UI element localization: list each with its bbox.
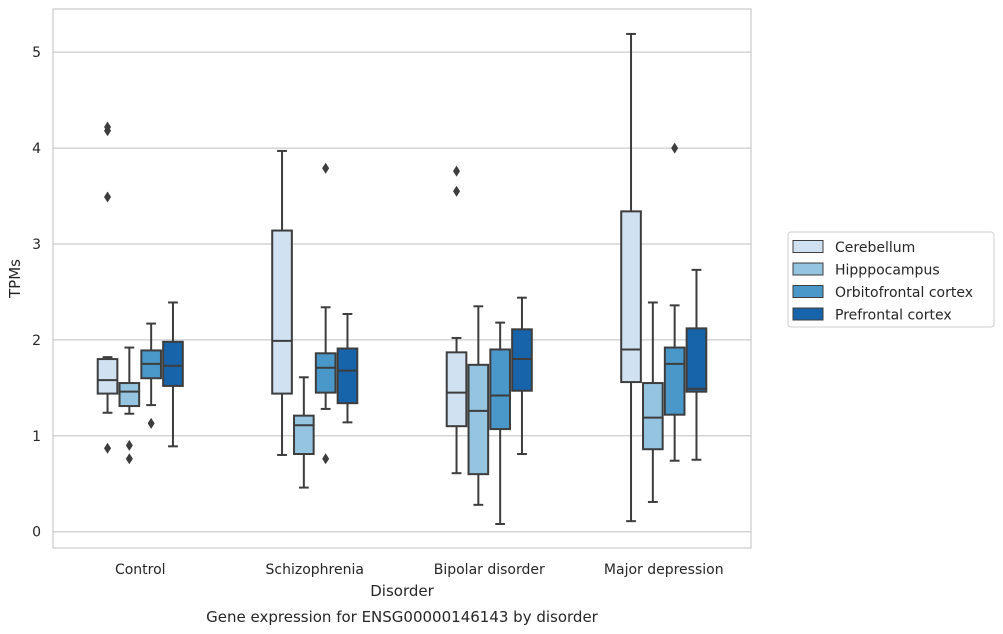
outlier-point — [453, 165, 461, 177]
outlier-point — [671, 142, 679, 154]
outlier-point — [147, 417, 155, 429]
plot-frame — [52, 8, 752, 549]
outlier-point — [125, 439, 133, 451]
box — [663, 346, 686, 416]
outlier-point — [125, 453, 133, 465]
legend-item: Cerebellum — [792, 240, 915, 256]
x-tick-label: Bipolar disorder — [434, 562, 545, 578]
box — [445, 351, 468, 428]
x-tick-label: Major depression — [604, 562, 724, 578]
y-tick-label: 5 — [32, 45, 41, 61]
box — [293, 414, 315, 456]
grid-lines — [53, 51, 751, 533]
x-tick-label: Control — [115, 562, 166, 578]
y-tick-label: 2 — [32, 333, 41, 349]
legend-swatch — [792, 285, 824, 298]
box — [489, 348, 511, 431]
legend-label: Hipppocampus — [835, 263, 940, 279]
legend: Cerebellum Hipppocampus Orbitofrontal cort… — [787, 231, 995, 328]
outlier-point — [104, 191, 112, 203]
y-tick-label: 4 — [32, 141, 41, 157]
outlier-point — [453, 185, 461, 197]
box — [162, 340, 184, 387]
outlier-point — [322, 453, 330, 465]
y-tick-label: 0 — [32, 525, 41, 541]
y-tick-label: 3 — [32, 237, 41, 253]
y-axis-label: TPMs — [6, 259, 24, 299]
outlier-point — [104, 442, 112, 454]
legend-swatch — [792, 262, 824, 276]
series-cerebellum — [96, 32, 642, 523]
legend-item: Hipppocampus — [792, 262, 940, 279]
box — [642, 382, 664, 451]
box — [118, 382, 141, 408]
outlier-point — [322, 162, 330, 174]
series-prefrontal-cortex — [162, 268, 708, 461]
axis-ticks: 0 1 2 3 4 5 Control Schizophrenia Bipolar disord… — [32, 45, 724, 578]
legend-frame — [787, 231, 995, 328]
box — [96, 358, 119, 395]
outlier-point — [104, 121, 112, 133]
legend-label: Cerebellum — [835, 240, 915, 256]
legend-swatch — [792, 240, 824, 253]
box-series — [96, 32, 708, 526]
legend-swatch — [792, 307, 824, 321]
box — [685, 327, 708, 393]
box — [467, 363, 490, 476]
legend-item: Prefrontal cortex — [792, 307, 952, 324]
box — [314, 352, 337, 394]
x-tick-label: Schizophrenia — [266, 562, 364, 578]
chart-caption: Gene expression for ENSG00000146143 by d… — [206, 608, 599, 626]
legend-label: Prefrontal cortex — [835, 308, 952, 324]
series-hipppocampus — [118, 301, 664, 506]
box — [271, 229, 293, 395]
box — [620, 210, 642, 384]
series-orbitofrontal-cortex — [140, 142, 686, 526]
x-axis-label: Disorder — [370, 582, 434, 600]
legend-label: Orbitofrontal cortex — [835, 285, 973, 301]
legend-item: Orbitofrontal cortex — [792, 285, 973, 301]
y-tick-label: 1 — [32, 429, 41, 445]
box — [336, 347, 359, 405]
